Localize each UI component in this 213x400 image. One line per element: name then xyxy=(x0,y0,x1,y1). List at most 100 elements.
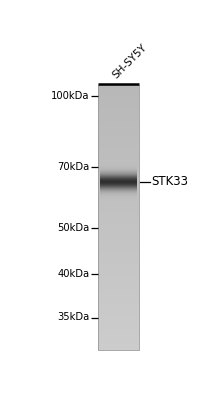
Bar xyxy=(98,91,139,93)
Bar xyxy=(98,212,139,214)
Bar xyxy=(98,312,139,314)
Bar xyxy=(98,164,139,166)
Bar xyxy=(98,136,139,138)
Bar xyxy=(98,128,139,130)
Bar xyxy=(98,86,139,88)
Bar xyxy=(98,226,139,228)
Bar xyxy=(98,340,139,342)
Bar xyxy=(98,268,139,269)
Bar xyxy=(98,338,139,339)
Bar xyxy=(98,260,139,261)
Bar xyxy=(98,334,139,335)
Bar xyxy=(98,241,139,242)
Bar xyxy=(98,209,139,211)
Bar xyxy=(98,283,139,285)
Bar xyxy=(98,318,139,319)
Bar xyxy=(98,311,139,313)
Bar xyxy=(98,347,139,348)
Bar xyxy=(98,135,139,137)
Bar xyxy=(98,245,139,246)
Bar xyxy=(98,335,139,336)
Bar xyxy=(98,205,139,207)
Bar xyxy=(98,127,139,129)
Bar xyxy=(98,240,139,241)
Bar xyxy=(98,302,139,304)
Bar xyxy=(98,144,139,146)
Bar xyxy=(98,193,139,195)
Bar xyxy=(98,139,139,140)
Bar xyxy=(98,222,139,224)
Bar xyxy=(98,306,139,308)
Bar xyxy=(98,110,139,112)
Bar xyxy=(98,184,139,186)
Bar xyxy=(98,303,139,305)
Bar xyxy=(98,92,139,94)
Bar xyxy=(98,253,139,254)
Bar xyxy=(98,208,139,210)
Bar xyxy=(98,118,139,119)
Bar xyxy=(98,218,139,220)
Bar xyxy=(98,158,139,159)
Bar xyxy=(98,261,139,262)
Text: 100kDa: 100kDa xyxy=(51,91,89,101)
Bar xyxy=(98,217,139,219)
Bar xyxy=(98,234,139,236)
Bar xyxy=(98,232,139,233)
Bar xyxy=(98,119,139,121)
Bar xyxy=(98,126,139,127)
Bar xyxy=(98,332,139,334)
Bar xyxy=(98,323,139,325)
Bar xyxy=(98,279,139,281)
Bar xyxy=(98,142,139,143)
Bar xyxy=(98,147,139,148)
Bar xyxy=(98,210,139,212)
Bar xyxy=(98,114,139,116)
Bar xyxy=(98,87,139,89)
Bar xyxy=(98,308,139,310)
Bar xyxy=(98,344,139,346)
Bar xyxy=(98,95,139,97)
Bar xyxy=(98,310,139,312)
Bar xyxy=(98,328,139,330)
Bar xyxy=(98,277,139,278)
Bar xyxy=(98,191,139,192)
Bar xyxy=(98,167,139,168)
Bar xyxy=(98,134,139,135)
Bar xyxy=(98,138,139,139)
Bar xyxy=(98,287,139,289)
Bar xyxy=(98,322,139,323)
Bar xyxy=(98,256,139,257)
Bar xyxy=(98,225,139,227)
Bar xyxy=(98,228,139,229)
Bar xyxy=(98,94,139,96)
Bar xyxy=(98,246,139,248)
Bar xyxy=(98,90,139,92)
Bar xyxy=(98,115,139,117)
Bar xyxy=(98,99,139,101)
Bar xyxy=(98,258,139,260)
Bar xyxy=(98,221,139,223)
Bar xyxy=(98,269,139,270)
Bar xyxy=(98,146,139,147)
Bar xyxy=(98,172,139,174)
Bar xyxy=(98,148,139,150)
Bar xyxy=(98,220,139,221)
Bar xyxy=(98,132,139,134)
Bar xyxy=(98,300,139,302)
Bar xyxy=(98,290,139,292)
Bar xyxy=(98,188,139,190)
Bar xyxy=(98,170,139,171)
Bar xyxy=(98,154,139,155)
Bar xyxy=(98,183,139,184)
Text: 35kDa: 35kDa xyxy=(57,312,89,322)
Bar xyxy=(98,236,139,237)
Bar xyxy=(98,175,139,176)
Bar xyxy=(98,262,139,264)
Bar xyxy=(98,214,139,216)
Bar xyxy=(98,213,139,215)
Bar xyxy=(98,116,139,118)
Bar xyxy=(98,324,139,326)
Bar xyxy=(98,111,139,113)
Bar xyxy=(98,98,139,100)
Bar xyxy=(98,343,139,344)
